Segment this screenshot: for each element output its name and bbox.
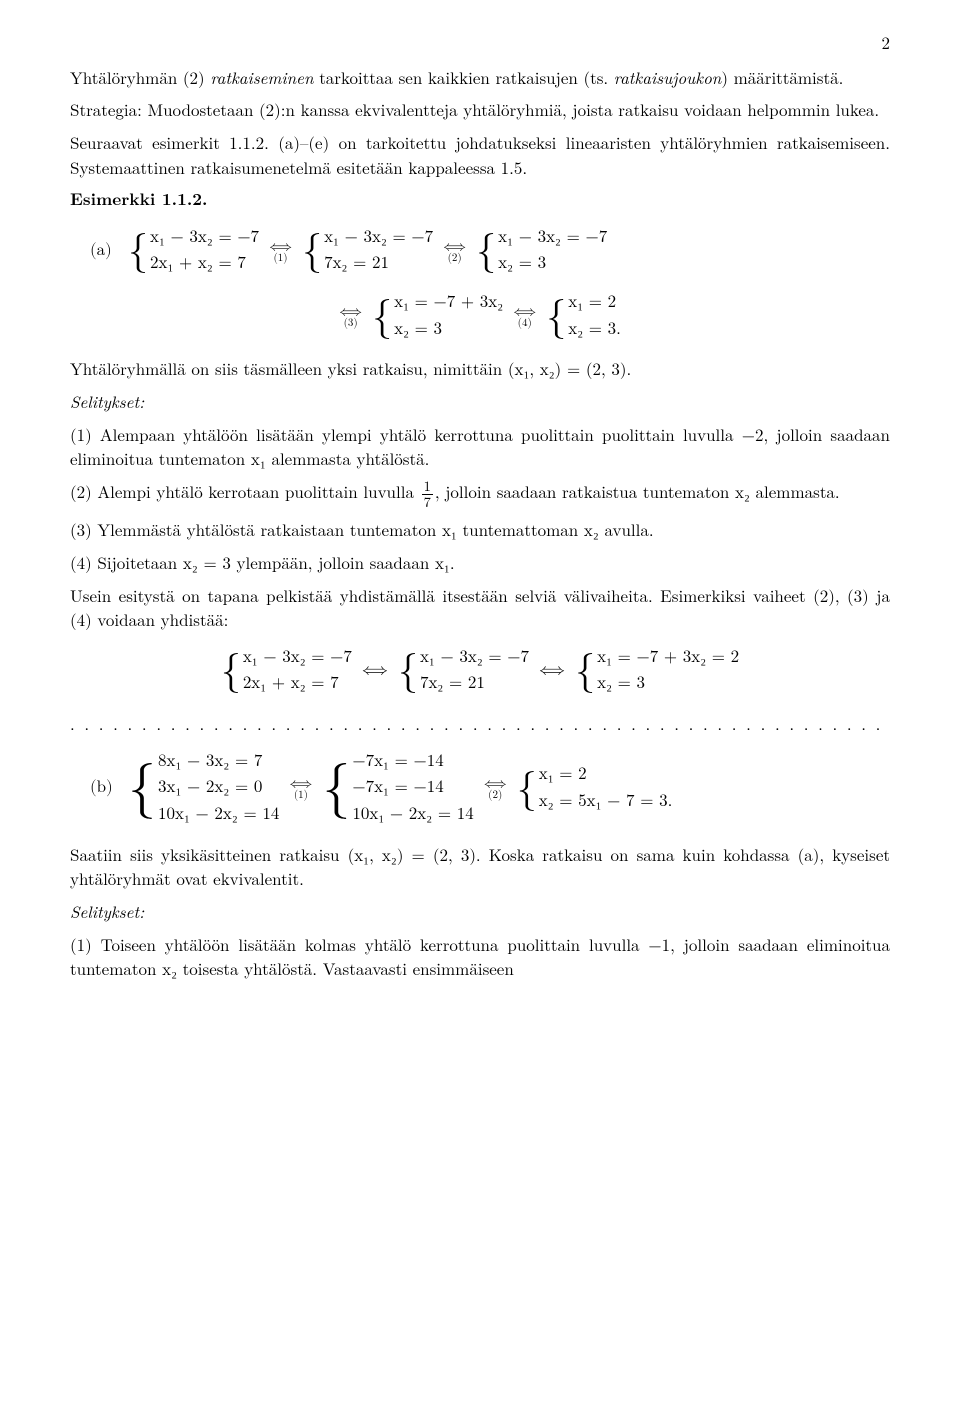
eq-line: x₂ = 3 [597, 672, 739, 697]
iff-arrow-icon: ⟺ [362, 659, 388, 684]
eq-line: x₁ − 3x₂ = −7 [150, 226, 259, 251]
iff-arrow-icon: ⟺ [289, 776, 312, 791]
brace-icon: { [221, 655, 241, 687]
brace-icon: { [322, 766, 350, 811]
iff-tag: (4) [518, 318, 532, 329]
explain-1: (1) Alempaan yhtälöön lisätään ylempi yh… [70, 422, 890, 471]
eq-line: x₁ = −7 + 3x₂ = 2 [597, 646, 739, 671]
eq-line: x₂ = 3 [394, 318, 503, 343]
paragraph-6: Saatiin siis yksikäsitteinen ratkaisu (x… [70, 842, 890, 891]
eq-line: 7x₂ = 21 [324, 252, 433, 277]
selitykset-heading: Selitykset: [70, 389, 890, 414]
iff-tag: (2) [488, 790, 502, 801]
s2-seg-b: , jolloin saadaan ratkaistua tuntematon … [435, 479, 840, 503]
brace-icon: { [128, 235, 148, 267]
iff-2: ⟺ (2) [443, 239, 466, 264]
iff-arrow-icon: ⟺ [484, 776, 507, 791]
eq-line: x₁ = 2 [539, 763, 673, 788]
selitykset-heading-b: Selitykset: [70, 899, 890, 924]
page-number: 2 [70, 30, 890, 55]
brace-icon: { [372, 301, 392, 333]
eq-line: 2x₁ + x₂ = 7 [150, 252, 259, 277]
p1-ratkaisujoukon: ratkaisujoukon [614, 65, 722, 89]
eq-line: x₂ = 3 [498, 252, 607, 277]
sys-c2: { x₁ − 3x₂ = −7 7x₂ = 21 [398, 646, 529, 697]
eq-line: x₂ = 3. [568, 318, 621, 343]
brace-icon: { [575, 655, 595, 687]
eq-line: x₁ − 3x₂ = −7 [324, 226, 433, 251]
p1-seg-a: Yhtälöryhmän (2) [70, 65, 210, 89]
p1-seg-c: tarkoittaa sen kaikkien ratkaisujen (ts. [314, 65, 614, 89]
sys-c3: { x₁ = −7 + 3x₂ = 2 x₂ = 3 [575, 646, 739, 697]
brace-icon: { [398, 655, 418, 687]
eq-row-b: (b) { 8x₁ − 3x₂ = 7 3x₁ − 2x₂ = 0 10x₁ −… [70, 750, 890, 828]
iff-b1: ⟺ (1) [289, 776, 312, 801]
explain-b1: (1) Toiseen yhtälöön lisätään kolmas yht… [70, 932, 890, 981]
eq-line: x₂ = 5x₁ − 7 = 3. [539, 790, 673, 815]
sys-a4: { x₁ = −7 + 3x₂ x₂ = 3 [372, 291, 503, 342]
frac-1-7: 17 [422, 479, 433, 509]
eq-line: 3x₁ − 2x₂ = 0 [158, 776, 279, 801]
paragraph-4: Yhtälöryhmällä on siis täsmälleen yksi r… [70, 356, 890, 381]
sys-a3: { x₁ − 3x₂ = −7 x₂ = 3 [476, 226, 607, 277]
s2-seg-a: (2) Alempi yhtälö kerrotaan puolittain l… [70, 479, 420, 503]
eq-line: 2x₁ + x₂ = 7 [243, 672, 352, 697]
eq-line: x₁ = 2 [568, 291, 621, 316]
brace-icon: { [128, 766, 156, 811]
eq-row-a2: ⟺ (3) { x₁ = −7 + 3x₂ x₂ = 3 ⟺ (4) { x₁ … [70, 291, 890, 342]
iff-1: ⟺ (1) [269, 239, 292, 264]
iff-tag: (3) [344, 318, 358, 329]
part-b-label: (b) [90, 776, 118, 801]
iff-tag: (2) [448, 253, 462, 264]
eq-line: x₁ − 3x₂ = −7 [420, 646, 529, 671]
p1-seg-e: ) määrittämistä. [721, 65, 843, 89]
iff-arrow-icon: ⟺ [443, 239, 466, 254]
paragraph-1: Yhtälöryhmän (2) ratkaiseminen tarkoitta… [70, 65, 890, 90]
p1-ratkaiseminen: ratkaiseminen [210, 65, 313, 89]
brace-icon: { [476, 235, 496, 267]
sys-b1: { 8x₁ − 3x₂ = 7 3x₁ − 2x₂ = 0 10x₁ − 2x₂… [128, 750, 279, 828]
explain-3: (3) Ylemmästä yhtälöstä ratkaistaan tunt… [70, 517, 890, 542]
iff-4: ⟺ (4) [513, 304, 536, 329]
frac-den: 7 [422, 495, 433, 509]
sys-a1: { x₁ − 3x₂ = −7 2x₁ + x₂ = 7 [128, 226, 259, 277]
explain-2: (2) Alempi yhtälö kerrotaan puolittain l… [70, 479, 890, 509]
eq-line: 10x₁ − 2x₂ = 14 [158, 803, 279, 828]
eq-line: 10x₁ − 2x₂ = 14 [352, 803, 473, 828]
paragraph-3: Seuraavat esimerkit 1.1.2. (a)–(e) on ta… [70, 130, 890, 179]
sys-b3: { x₁ = 2 x₂ = 5x₁ − 7 = 3. [517, 763, 673, 814]
brace-icon: { [517, 773, 537, 805]
sys-a2: { x₁ − 3x₂ = −7 7x₂ = 21 [302, 226, 433, 277]
iff-arrow-icon: ⟺ [269, 239, 292, 254]
brace-icon: { [302, 235, 322, 267]
brace-icon: { [546, 301, 566, 333]
sys-b2: { −7x₁ = −14 −7x₁ = −14 10x₁ − 2x₂ = 14 [322, 750, 473, 828]
eq-line: x₁ = −7 + 3x₂ [394, 291, 503, 316]
eq-row-a1: (a) { x₁ − 3x₂ = −7 2x₁ + x₂ = 7 ⟺ (1) {… [70, 226, 890, 277]
paragraph-5: Usein esitystä on tapana pelkistää yhdis… [70, 583, 890, 632]
iff-3: ⟺ (3) [339, 304, 362, 329]
iff-arrow-icon: ⟺ [539, 659, 565, 684]
paragraph-2: Strategia: Muodostetaan (2):n kanssa ekv… [70, 97, 890, 122]
separator-dots: . . . . . . . . . . . . . . . . . . . . … [70, 711, 890, 736]
eq-line: x₁ − 3x₂ = −7 [498, 226, 607, 251]
sys-a5: { x₁ = 2 x₂ = 3. [546, 291, 621, 342]
iff-b2: ⟺ (2) [484, 776, 507, 801]
explain-4: (4) Sijoitetaan x₂ = 3 ylempään, jolloin… [70, 550, 890, 575]
eq-line: −7x₁ = −14 [352, 750, 473, 775]
eq-row-combined: { x₁ − 3x₂ = −7 2x₁ + x₂ = 7 ⟺ { x₁ − 3x… [70, 646, 890, 697]
iff-tag: (1) [274, 253, 288, 264]
sys-c1: { x₁ − 3x₂ = −7 2x₁ + x₂ = 7 [221, 646, 352, 697]
iff-tag: (1) [294, 790, 308, 801]
eq-line: 7x₂ = 21 [420, 672, 529, 697]
eq-line: x₁ − 3x₂ = −7 [243, 646, 352, 671]
example-heading: Esimerkki 1.1.2. [70, 187, 890, 212]
eq-line: −7x₁ = −14 [352, 776, 473, 801]
part-a-label: (a) [90, 239, 118, 264]
eq-line: 8x₁ − 3x₂ = 7 [158, 750, 279, 775]
